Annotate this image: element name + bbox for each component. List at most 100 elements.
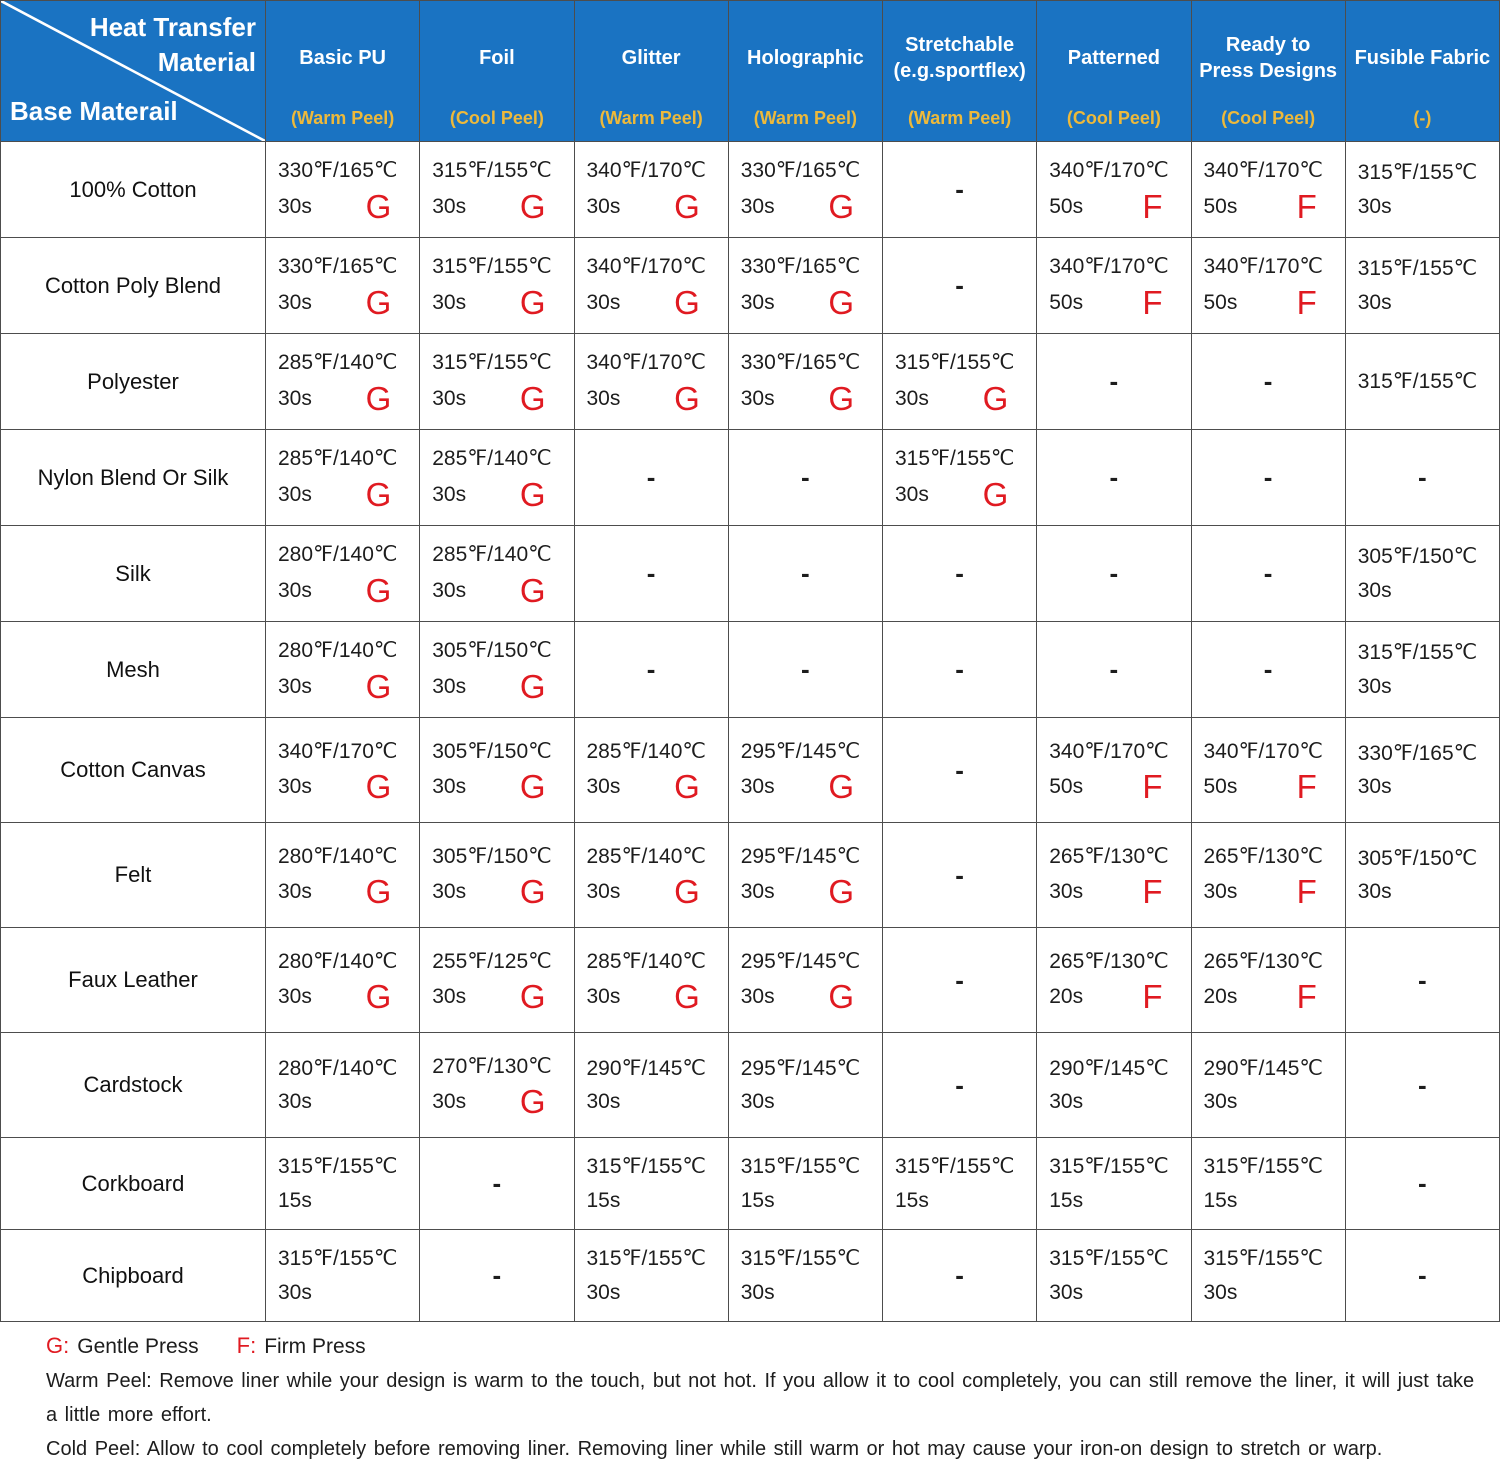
table-row: Cotton Canvas 340℉/170℃ 30s G 305℉/150℃ 30s G 2… bbox=[0, 717, 1500, 823]
row-label: Corkboard bbox=[0, 1137, 266, 1230]
cell-temp-setting: 290℉/145℃ 30s bbox=[1190, 1032, 1346, 1138]
temperature-value: 340℉/170℃ bbox=[586, 351, 706, 375]
cell-temp-setting: 340℉/170℃ 50s F bbox=[1190, 717, 1346, 823]
cell-temp-setting: 315℉/155℃ 30s bbox=[1344, 621, 1500, 718]
cell-empty: - bbox=[573, 525, 729, 622]
cell-empty: - bbox=[881, 1229, 1038, 1322]
cell-temp-setting: 280℉/140℃ 30s G bbox=[264, 927, 421, 1033]
time-value: 15s bbox=[1203, 1188, 1238, 1212]
time-value: 30s bbox=[432, 386, 467, 410]
cell-temp-setting: 285℉/140℃ 30s G bbox=[419, 525, 575, 622]
peel-type-label: (Warm Peel) bbox=[907, 108, 1012, 128]
column-name: Foil bbox=[479, 46, 515, 69]
press-type-letter: G bbox=[828, 187, 854, 225]
time-value: 50s bbox=[1049, 194, 1084, 218]
temperature-value: 290℉/145℃ bbox=[1049, 1056, 1169, 1080]
press-type-letter: G bbox=[365, 283, 392, 321]
press-type-letter: G bbox=[365, 571, 392, 609]
time-value: 30s bbox=[278, 290, 312, 314]
cell-temp-setting: 265℉/130℃ 20s F bbox=[1190, 927, 1346, 1033]
cell-temp-setting: 315℉/155℃ 30s bbox=[727, 1229, 884, 1322]
cell-temp-setting: 285℉/140℃ 30s G bbox=[573, 717, 729, 823]
press-type-letter: G bbox=[674, 768, 700, 806]
time-value: 30s bbox=[586, 985, 621, 1009]
warm-peel-note: Warm Peel: Remove liner while your desig… bbox=[46, 1370, 1475, 1426]
table-row: Chipboard 315℉/155℃ 30s -315℉/155℃ 30s 315℉/1… bbox=[0, 1229, 1500, 1322]
temperature-value: 285℉/140℃ bbox=[278, 447, 398, 471]
temperature-value: 315℉/155℃ bbox=[278, 1155, 398, 1179]
temperature-value: 315℉/155℃ bbox=[1203, 1155, 1323, 1179]
temperature-value: 315℉/155℃ bbox=[1357, 161, 1478, 185]
firm-press-label: Firm Press bbox=[264, 1335, 366, 1358]
cell-temp-setting: 340℉/170℃ 50s F bbox=[1036, 141, 1192, 238]
press-type-letter: F bbox=[1142, 873, 1163, 911]
cell-temp-setting: 340℉/170℃ 50s F bbox=[1190, 237, 1346, 334]
temperature-value: 340℉/170℃ bbox=[1203, 739, 1323, 763]
press-type-letter: G bbox=[519, 187, 546, 225]
cell-temp-setting: 315℉/155℃ 15s bbox=[264, 1137, 421, 1230]
cell-temp-setting: 315℉/155℃ 30s bbox=[1190, 1229, 1346, 1322]
temperature-value: 265℉/130℃ bbox=[1049, 844, 1169, 868]
cell-empty: - bbox=[419, 1229, 575, 1322]
temperature-value: 285℉/140℃ bbox=[586, 844, 706, 868]
cell-temp-setting: 280℉/140℃ 30s G bbox=[264, 621, 421, 718]
cell-empty: - bbox=[1344, 1032, 1500, 1138]
press-type-letter: G bbox=[519, 768, 546, 806]
temperature-value: 265℉/130℃ bbox=[1203, 844, 1323, 868]
temperature-value: 330℉/165℃ bbox=[278, 159, 398, 183]
temperature-value: 330℉/165℃ bbox=[740, 255, 861, 279]
column-name: Holographic bbox=[747, 46, 864, 69]
temperature-value: 280℉/140℃ bbox=[278, 639, 398, 663]
temperature-value: 340℉/170℃ bbox=[1049, 159, 1169, 183]
peel-type-label: (Cool Peel) bbox=[1221, 108, 1316, 128]
column-header-1: Foil (Cool Peel) bbox=[419, 0, 575, 142]
row-label: Cotton Poly Blend bbox=[0, 237, 266, 334]
cell-temp-setting: 295℉/145℃ 30s G bbox=[727, 822, 884, 928]
cell-temp-setting: 285℉/140℃ 30s G bbox=[419, 429, 575, 526]
peel-type-label: (Warm Peel) bbox=[290, 108, 395, 128]
cell-empty: - bbox=[881, 141, 1038, 238]
temperature-value: 285℉/140℃ bbox=[586, 949, 706, 973]
diagonal-divider-line bbox=[1, 1, 265, 141]
cell-empty: - bbox=[1190, 333, 1346, 430]
temperature-value: 315℉/155℃ bbox=[740, 1247, 861, 1271]
cell-empty: - bbox=[1344, 927, 1500, 1033]
time-value: 50s bbox=[1049, 775, 1084, 799]
time-value: 30s bbox=[586, 386, 621, 410]
press-type-letter: G bbox=[674, 187, 700, 225]
cell-temp-setting: 315℉/155℃ 30s bbox=[1036, 1229, 1192, 1322]
time-value: 30s bbox=[278, 775, 312, 799]
press-type-letter: G bbox=[828, 283, 854, 321]
time-value: 30s bbox=[278, 578, 312, 602]
temperature-value: 315℉/155℃ bbox=[1049, 1155, 1169, 1179]
cell-temp-setting: 315℉/155℃ 30s G bbox=[419, 333, 575, 430]
time-value: 30s bbox=[1357, 578, 1392, 602]
row-label: Felt bbox=[0, 822, 266, 928]
temperature-value: 285℉/140℃ bbox=[278, 351, 398, 375]
temperature-value: 340℉/170℃ bbox=[1049, 739, 1169, 763]
temperature-value: 305℉/150℃ bbox=[1357, 545, 1478, 569]
temperature-value: 315℉/155℃ bbox=[1357, 369, 1478, 393]
time-value: 30s bbox=[432, 578, 467, 602]
time-value: 30s bbox=[1357, 290, 1392, 314]
cell-temp-setting: 285℉/140℃ 30s G bbox=[573, 822, 729, 928]
temperature-value: 340℉/170℃ bbox=[278, 739, 398, 763]
press-legend: G: Gentle Press F: Firm Press bbox=[46, 1329, 1476, 1364]
temperature-value: 315℉/155℃ bbox=[895, 351, 1015, 375]
temperature-value: 280℉/140℃ bbox=[278, 1056, 398, 1080]
temperature-value: 340℉/170℃ bbox=[1203, 159, 1323, 183]
press-type-letter: G bbox=[365, 978, 392, 1016]
cell-temp-setting: 340℉/170℃ 30s G bbox=[573, 333, 729, 430]
cell-empty: - bbox=[419, 1137, 575, 1230]
press-type-letter: G bbox=[828, 379, 854, 417]
press-type-letter: G bbox=[365, 475, 392, 513]
cell-temp-setting: 315℉/155℃ 15s bbox=[1190, 1137, 1346, 1230]
time-value: 30s bbox=[740, 775, 775, 799]
press-type-letter: G bbox=[519, 978, 546, 1016]
time-value: 30s bbox=[278, 1090, 312, 1114]
press-type-letter: G bbox=[519, 667, 546, 705]
cell-temp-setting: 315℉/155℃ 15s bbox=[573, 1137, 729, 1230]
table-row: Faux Leather 280℉/140℃ 30s G 255℉/125℃ 30s G 28… bbox=[0, 927, 1500, 1033]
time-value: 30s bbox=[278, 1280, 312, 1304]
cell-temp-setting: 315℉/155℃ 30s bbox=[1344, 141, 1500, 238]
